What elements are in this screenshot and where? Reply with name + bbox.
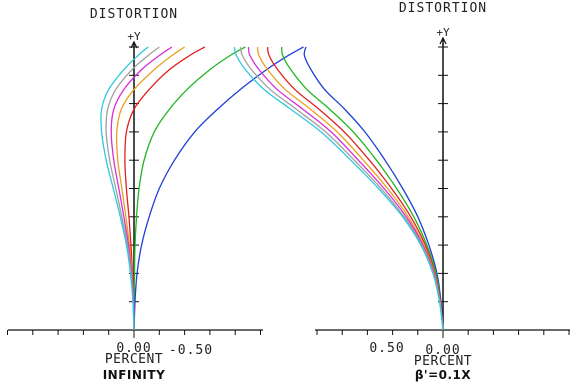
distortion-curve bbox=[266, 46, 444, 331]
distortion-curve bbox=[303, 46, 444, 331]
y-axis-label: +Y bbox=[127, 30, 141, 43]
distortion-curve bbox=[233, 46, 444, 331]
x-axis-label: PERCENT bbox=[414, 354, 472, 369]
y-axis-arrow bbox=[130, 40, 138, 49]
object-condition-label: INFINITY bbox=[103, 368, 166, 382]
distortion-curve bbox=[110, 46, 173, 331]
x-tick-label: 0.50 bbox=[369, 341, 404, 356]
panel-title: DISTORTION bbox=[399, 1, 487, 16]
distortion-curve bbox=[133, 46, 246, 331]
distortion-curve bbox=[239, 46, 444, 331]
object-condition-label: β'=0.1X bbox=[415, 368, 472, 382]
distortion-panel-magnification: DISTORTION +Y PERCENT β'=0.1X -0.50 0.00 0… bbox=[169, 1, 570, 382]
y-axis-arrow bbox=[439, 36, 447, 45]
distortion-curve bbox=[247, 46, 444, 331]
x-tick-label: -0.50 bbox=[169, 343, 213, 358]
x-tick-label: 0.00 bbox=[116, 341, 151, 356]
x-tick-label: 0.00 bbox=[425, 343, 460, 358]
x-axis-label: PERCENT bbox=[105, 352, 163, 367]
distortion-curve bbox=[281, 46, 444, 331]
y-axis-label: +Y bbox=[436, 26, 450, 39]
distortion-curve bbox=[133, 46, 304, 331]
panel-title: DISTORTION bbox=[90, 7, 178, 22]
distortion-curve bbox=[256, 46, 444, 331]
distortion-curve bbox=[100, 46, 149, 331]
distortion-panel-infinity: DISTORTION +Y PERCENT INFINITY -0.50 0.00… bbox=[7, 7, 404, 382]
